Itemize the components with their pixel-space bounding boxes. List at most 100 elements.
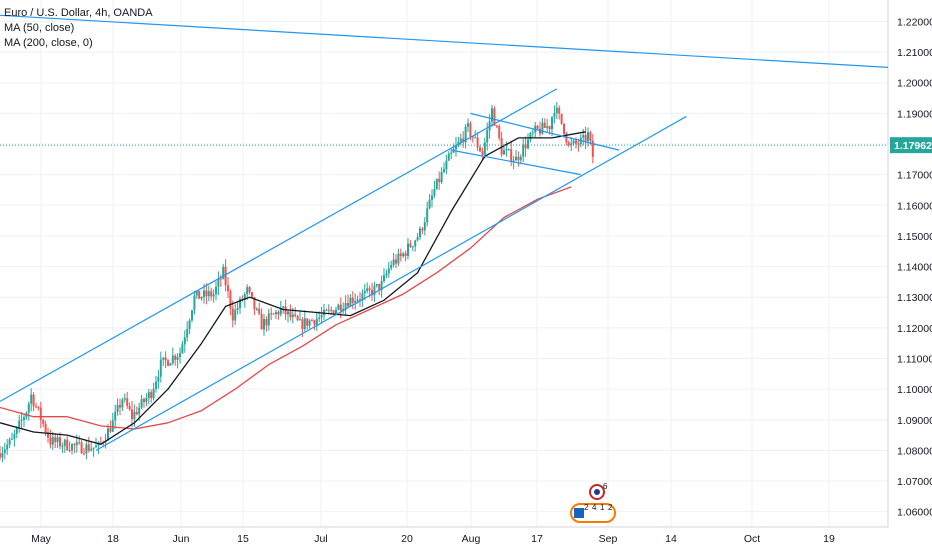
candle-body bbox=[563, 123, 565, 134]
candle bbox=[375, 283, 378, 288]
candle bbox=[421, 226, 424, 235]
candle bbox=[30, 388, 33, 412]
candle-body bbox=[366, 288, 369, 291]
candle bbox=[553, 105, 556, 124]
candle-body bbox=[183, 337, 186, 345]
candle bbox=[311, 318, 313, 322]
candle-body bbox=[155, 381, 157, 389]
candle-body bbox=[140, 398, 143, 408]
candle bbox=[92, 447, 95, 457]
candle-body bbox=[11, 438, 13, 440]
candle bbox=[90, 441, 93, 452]
candle bbox=[515, 149, 517, 161]
candle-body bbox=[239, 298, 241, 309]
candle bbox=[500, 131, 503, 158]
candle bbox=[59, 432, 61, 450]
candle-body bbox=[279, 307, 282, 315]
candle-body bbox=[291, 314, 294, 318]
candle-body bbox=[47, 432, 49, 438]
candle-body bbox=[299, 319, 301, 321]
candle bbox=[131, 400, 133, 428]
candle bbox=[447, 151, 450, 161]
candle bbox=[392, 252, 395, 268]
candle bbox=[445, 154, 448, 175]
candle-body bbox=[39, 407, 42, 421]
candle bbox=[42, 418, 45, 428]
candle bbox=[560, 113, 563, 125]
candle-body bbox=[587, 132, 589, 142]
candle-body bbox=[512, 160, 515, 162]
candle bbox=[529, 131, 532, 143]
price-tick-label: 1.09000 bbox=[897, 415, 932, 427]
candle bbox=[479, 144, 481, 152]
candle-body bbox=[145, 398, 148, 403]
legend-ma200[interactable]: MA (200, close, 0) bbox=[4, 37, 93, 49]
channel-upper-line bbox=[0, 88, 558, 402]
candle-body bbox=[527, 139, 529, 149]
candle bbox=[409, 240, 412, 249]
candle bbox=[236, 300, 239, 315]
candle-body bbox=[402, 253, 405, 257]
candle-body bbox=[251, 292, 253, 298]
candle bbox=[323, 303, 325, 321]
candle-body bbox=[49, 437, 52, 445]
candle bbox=[387, 261, 390, 278]
candle-body bbox=[515, 156, 517, 161]
chart-legend: Euro / U.S. Dollar, 4h, OANDA MA (50, cl… bbox=[4, 6, 153, 51]
candle bbox=[543, 118, 546, 129]
event-flag-center bbox=[594, 489, 600, 495]
candle-body bbox=[56, 437, 59, 443]
candle bbox=[567, 140, 570, 148]
candle bbox=[558, 105, 561, 120]
candle-body bbox=[426, 208, 429, 223]
candle-body bbox=[486, 130, 489, 143]
candle bbox=[397, 248, 400, 267]
candle-body bbox=[114, 412, 117, 421]
candle-body bbox=[162, 357, 165, 360]
candle bbox=[390, 260, 393, 271]
candle bbox=[32, 392, 35, 412]
candle bbox=[416, 233, 419, 242]
candle bbox=[481, 147, 484, 161]
candle bbox=[419, 226, 421, 240]
candle-body bbox=[147, 392, 150, 399]
candle-body bbox=[522, 144, 525, 157]
candle bbox=[181, 340, 184, 354]
candle-body bbox=[32, 394, 35, 407]
candle-body bbox=[440, 171, 443, 183]
candle-body bbox=[200, 297, 203, 299]
time-tick-label: May bbox=[31, 533, 52, 545]
legend-ma50[interactable]: MA (50, close) bbox=[4, 22, 75, 34]
candle bbox=[296, 314, 299, 322]
time-tick-label: Oct bbox=[744, 533, 760, 545]
candle bbox=[423, 217, 426, 236]
candle bbox=[327, 304, 330, 315]
price-tick-label: 1.21000 bbox=[897, 47, 932, 59]
candle-body bbox=[311, 320, 313, 322]
candle-body bbox=[198, 290, 201, 299]
candle-body bbox=[164, 357, 167, 361]
candle-body bbox=[176, 357, 179, 360]
candle bbox=[407, 238, 409, 260]
candle bbox=[253, 296, 256, 316]
candle bbox=[584, 126, 587, 150]
candle-body bbox=[395, 259, 397, 264]
candle-body bbox=[325, 309, 328, 311]
candle-body bbox=[193, 295, 196, 311]
event-badge-count: 1 bbox=[600, 503, 605, 512]
candle bbox=[255, 307, 258, 312]
candle-body bbox=[222, 266, 225, 279]
candle bbox=[54, 432, 57, 448]
time-tick-label: Jul bbox=[314, 533, 327, 545]
candle-body bbox=[500, 138, 503, 155]
candle-body bbox=[203, 290, 205, 298]
candle bbox=[371, 282, 373, 301]
candle-body bbox=[188, 320, 191, 330]
candle bbox=[227, 277, 229, 298]
candle-body bbox=[541, 122, 544, 134]
candle-body bbox=[116, 405, 119, 413]
candle-body bbox=[548, 126, 551, 130]
candle-body bbox=[416, 237, 419, 241]
